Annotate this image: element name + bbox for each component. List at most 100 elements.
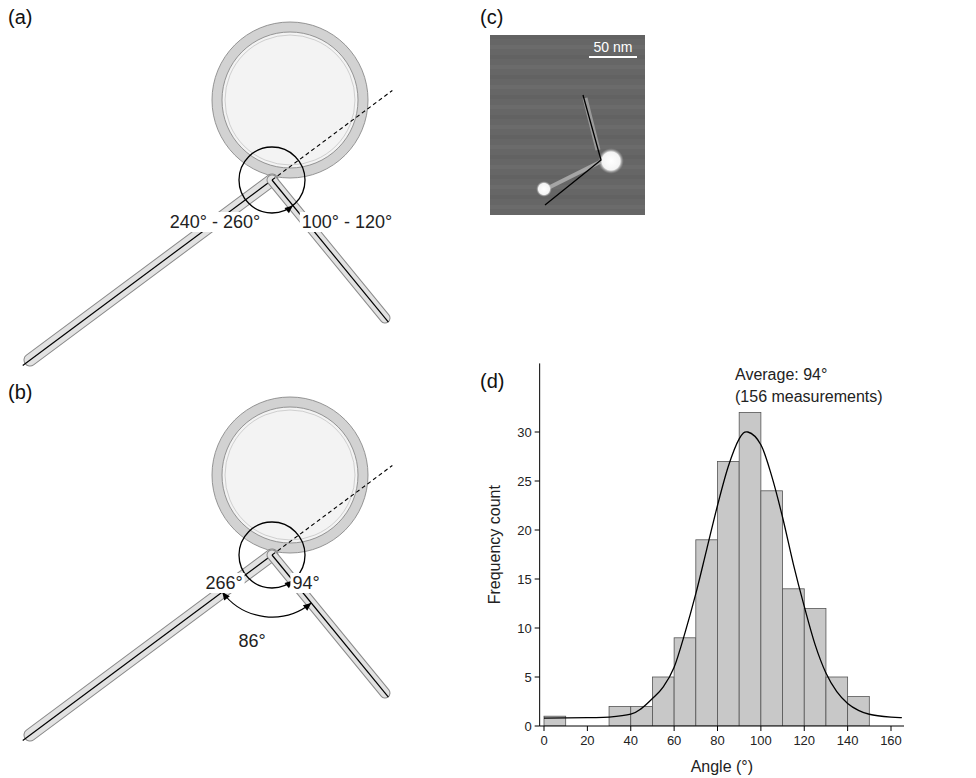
capsid-inner-line bbox=[225, 410, 355, 540]
scan-line bbox=[490, 145, 645, 149]
y-axis bbox=[539, 363, 540, 726]
x-tick-label: 20 bbox=[580, 733, 594, 748]
angle-label: 86° bbox=[238, 631, 265, 651]
y-tick-label: 10 bbox=[517, 621, 531, 636]
capsid-blob bbox=[598, 148, 624, 174]
arm-axis bbox=[23, 555, 272, 740]
scan-line bbox=[490, 135, 645, 139]
y-tick-label: 0 bbox=[524, 719, 531, 734]
scale-bar bbox=[589, 56, 637, 58]
x-tick-label: 140 bbox=[837, 733, 859, 748]
x-tick-label: 0 bbox=[540, 733, 547, 748]
y-tick-label: 25 bbox=[517, 474, 531, 489]
scan-line bbox=[490, 65, 645, 69]
x-tick bbox=[847, 726, 848, 731]
figure: (a)240° - 260°100° - 120°(b)266°94°86°(c… bbox=[0, 0, 976, 778]
fit-curve bbox=[544, 432, 902, 718]
x-tick-label: 120 bbox=[793, 733, 815, 748]
y-tick bbox=[535, 677, 540, 678]
angle-label: 94° bbox=[292, 573, 319, 593]
x-tick-label: 40 bbox=[624, 733, 638, 748]
extension-line bbox=[272, 465, 392, 555]
extension-line bbox=[272, 90, 392, 180]
arrow-head bbox=[284, 206, 292, 214]
x-tick-label: 160 bbox=[880, 733, 902, 748]
y-tick bbox=[535, 530, 540, 531]
label-patch bbox=[203, 573, 244, 593]
label-patch bbox=[236, 631, 267, 651]
scan-line bbox=[490, 195, 645, 199]
histogram-bar bbox=[848, 697, 870, 726]
panel-label: (a) bbox=[8, 6, 32, 28]
y-tick bbox=[535, 579, 540, 580]
histogram-bar bbox=[674, 638, 696, 726]
x-tick bbox=[674, 726, 675, 731]
angle-circle bbox=[239, 147, 305, 213]
angle-label: 240° - 260° bbox=[170, 212, 260, 232]
label-patch bbox=[290, 573, 321, 593]
x-tick bbox=[760, 726, 761, 731]
scan-line bbox=[490, 125, 645, 129]
histogram-bar bbox=[739, 412, 761, 726]
x-tick bbox=[587, 726, 588, 731]
x-tick bbox=[717, 726, 718, 731]
x-tick-label: 60 bbox=[667, 733, 681, 748]
tail bbox=[548, 162, 600, 188]
label-patch bbox=[300, 212, 394, 232]
panel-label: (d) bbox=[480, 370, 504, 392]
y-tick-label: 30 bbox=[517, 425, 531, 440]
angle-arc bbox=[222, 592, 311, 617]
panel-label: (c) bbox=[480, 6, 503, 28]
diagram-b: (b)266°94°86° bbox=[8, 381, 392, 740]
histogram-bar bbox=[631, 706, 653, 726]
x-axis-title: Angle (°) bbox=[691, 758, 753, 775]
annotation: (156 measurements) bbox=[735, 388, 883, 405]
tip-blob bbox=[536, 181, 552, 197]
histogram-panel: (d) 0 20 40 60 80 100 120 140 160 0 5 10 15 20 25 30 Angl… bbox=[480, 363, 904, 775]
histogram-bar bbox=[652, 677, 674, 726]
y-tick bbox=[535, 726, 540, 727]
scan-line bbox=[490, 85, 645, 89]
x-axis bbox=[540, 726, 904, 727]
y-tick-label: 15 bbox=[517, 572, 531, 587]
plot-area bbox=[544, 412, 902, 726]
x-tick-label: 100 bbox=[750, 733, 772, 748]
x-tick bbox=[630, 726, 631, 731]
histogram-bar bbox=[761, 491, 783, 726]
histogram-bar bbox=[826, 677, 848, 726]
x-tick bbox=[891, 726, 892, 731]
y-tick bbox=[535, 628, 540, 629]
panel-label: (b) bbox=[8, 381, 32, 403]
capsid-inner bbox=[222, 32, 358, 168]
x-tick-label: 80 bbox=[710, 733, 724, 748]
y-tick bbox=[535, 481, 540, 482]
capsid-inner-line bbox=[225, 35, 355, 165]
y-axis-title: Frequency count bbox=[486, 485, 503, 605]
arm-axis bbox=[272, 555, 388, 697]
diagram-a: (a) 240° - 260° 100° - 120° bbox=[8, 6, 394, 365]
scan-line bbox=[490, 205, 645, 209]
y-tick-label: 5 bbox=[524, 670, 531, 685]
y-tick-label: 20 bbox=[517, 523, 531, 538]
angle-label: 100° - 120° bbox=[302, 212, 392, 232]
micrograph-panel: (c) 50 nm bbox=[480, 6, 645, 215]
histogram-bar bbox=[783, 589, 805, 726]
label-patch bbox=[168, 212, 262, 232]
scan-line bbox=[490, 95, 645, 99]
capsid-ring bbox=[212, 22, 368, 178]
scan-line bbox=[490, 75, 645, 79]
capsid-inner bbox=[222, 407, 358, 543]
arrow-head bbox=[303, 603, 311, 611]
arm-axis bbox=[272, 180, 388, 322]
capsid-ring bbox=[212, 397, 368, 553]
scale-bar-label: 50 nm bbox=[594, 39, 633, 55]
scan-line bbox=[490, 105, 645, 109]
arm-axis bbox=[23, 180, 272, 365]
x-tick bbox=[804, 726, 805, 731]
histogram-bar bbox=[696, 540, 718, 726]
x-tick bbox=[544, 726, 545, 731]
angle-lines bbox=[545, 95, 601, 205]
arrow-head bbox=[222, 592, 230, 601]
histogram-bar bbox=[718, 461, 740, 726]
micrograph bbox=[490, 35, 645, 215]
